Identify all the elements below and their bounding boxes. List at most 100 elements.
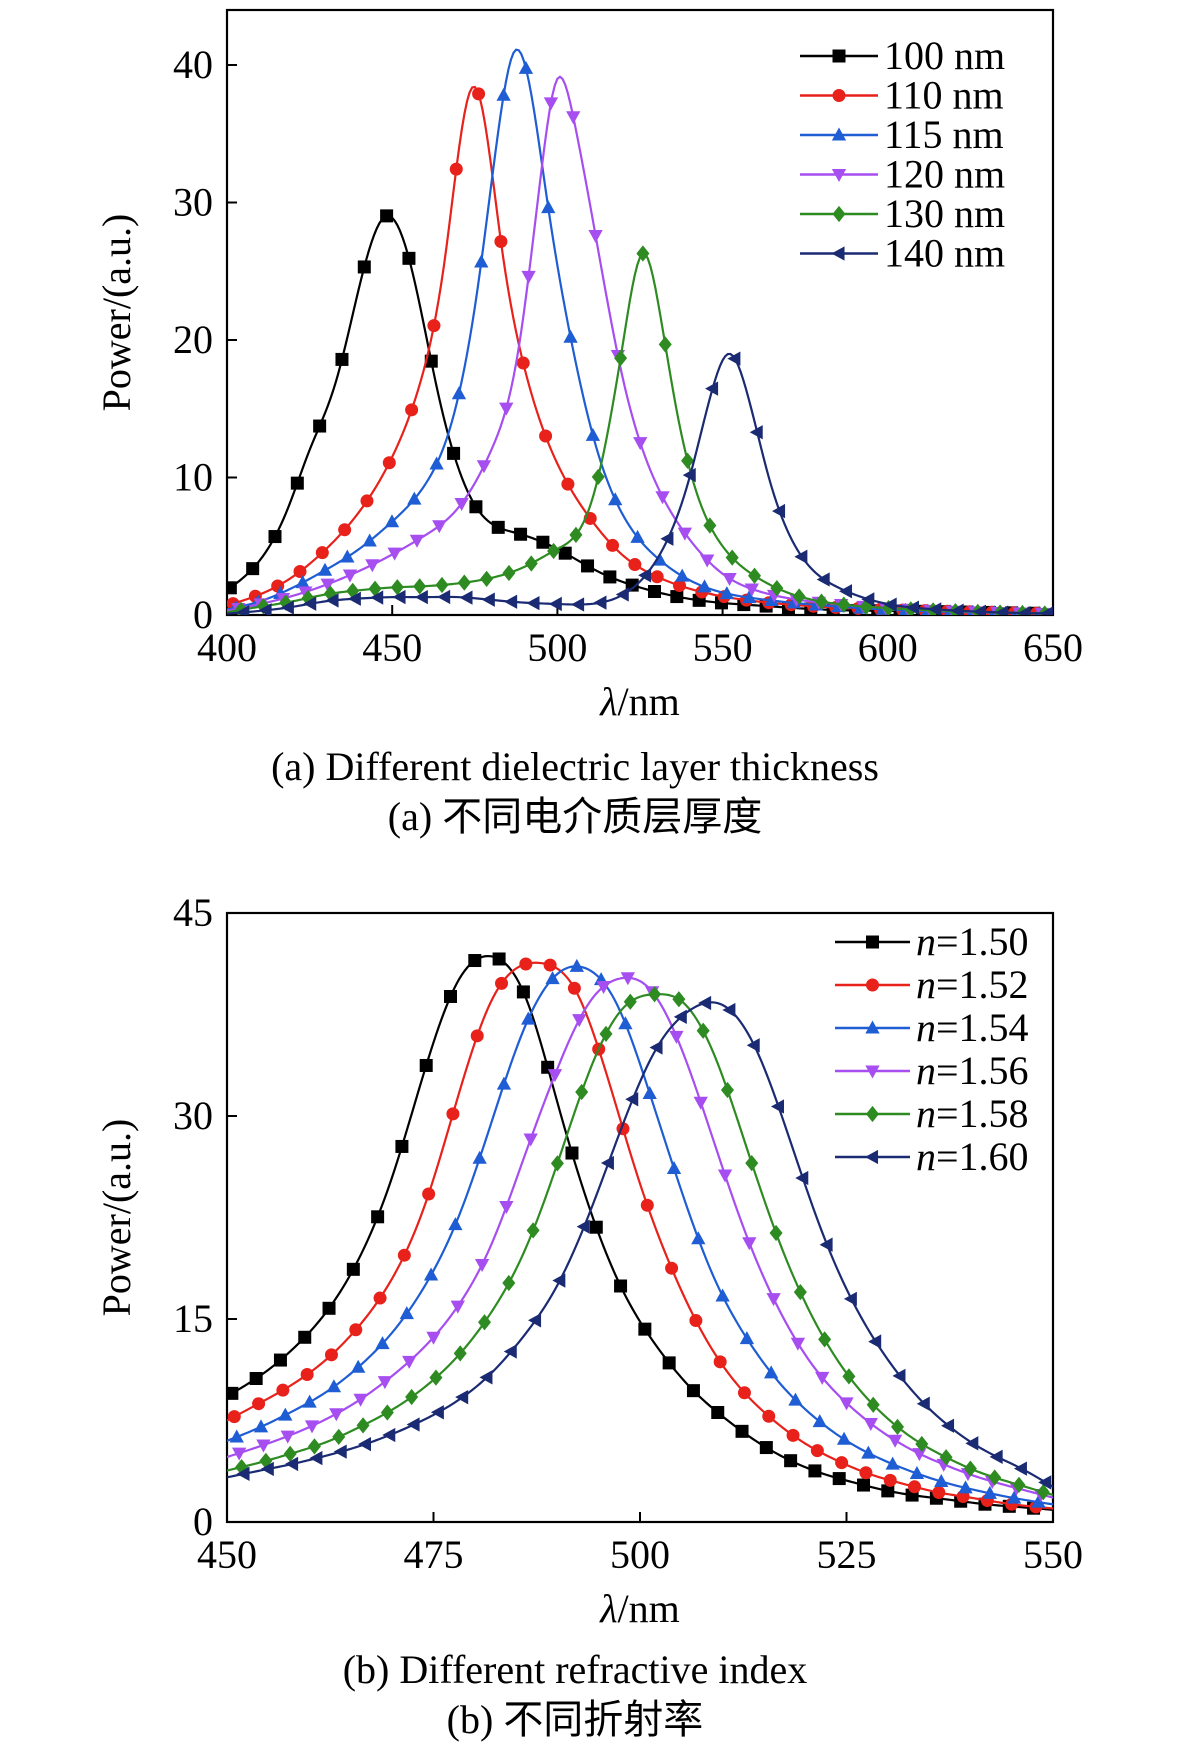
series-point [715, 1288, 730, 1302]
series-point [295, 575, 310, 589]
series-point [660, 531, 674, 546]
series-point [353, 1393, 368, 1407]
series-point [766, 1293, 781, 1307]
series-point [457, 574, 471, 591]
series-point [1039, 606, 1053, 615]
series-point [696, 1022, 710, 1039]
series-point [814, 593, 828, 610]
series-point [246, 562, 260, 576]
series-point [892, 1368, 906, 1384]
series-point [673, 1009, 687, 1024]
legend-label-symbol: n [916, 919, 936, 964]
series-point [759, 1441, 773, 1455]
series-point [615, 587, 629, 602]
y-axis-label: Power/(a.u.) [94, 1119, 139, 1317]
series-point [670, 590, 684, 604]
series-point [837, 596, 851, 613]
series-point [770, 579, 784, 597]
legend-label: 130 nm [884, 191, 1005, 236]
series-point [928, 602, 942, 615]
legend: n=1.50n=1.52n=1.54n=1.56n=1.58n=1.60 [835, 919, 1029, 1179]
series-point [932, 1486, 946, 1500]
legend-swatch-marker [832, 49, 846, 63]
series-point [591, 468, 605, 486]
legend-entry: 110 nm [800, 73, 1004, 118]
series-point [771, 1099, 785, 1114]
series-point [650, 570, 664, 584]
series-point [346, 1262, 360, 1276]
series-point [693, 1096, 708, 1110]
series-point [474, 1259, 490, 1273]
legend-swatch-marker [832, 89, 846, 102]
series-point [567, 981, 581, 995]
series-point [347, 591, 361, 606]
legend-swatch-marker [831, 168, 847, 182]
series-point [588, 229, 603, 243]
series-point [298, 1330, 312, 1344]
series-point [302, 1394, 317, 1408]
series-point [390, 579, 404, 596]
series-point [764, 1365, 779, 1379]
series-point [972, 604, 986, 615]
series-point [548, 596, 562, 612]
series-point [253, 1419, 269, 1433]
series-point [446, 1107, 460, 1121]
series-point [810, 1444, 824, 1458]
series-point [1038, 1475, 1052, 1490]
series-point [686, 1384, 700, 1398]
legend-label-value: 110 nm [884, 73, 1004, 118]
series-point [502, 564, 516, 582]
series-point [786, 1428, 800, 1442]
series-point [625, 1092, 639, 1107]
series-point [1017, 605, 1031, 615]
series-point [941, 1418, 955, 1433]
legend-label-symbol: n [916, 1134, 936, 1179]
series-point [320, 578, 335, 592]
series-point [682, 467, 696, 483]
series-point [1031, 1494, 1046, 1508]
caption-chinese: (a) 不同电介质层厚度 [388, 794, 762, 839]
series-point [648, 986, 662, 1003]
series-point [603, 570, 617, 584]
series-point [429, 1369, 443, 1386]
series-point [499, 1200, 514, 1214]
series-point [278, 1407, 293, 1421]
series-point [300, 1368, 314, 1382]
y-tick-label: 0 [193, 1499, 213, 1544]
legend-label-value: =1.52 [936, 962, 1029, 1007]
series-point [494, 234, 508, 248]
legend-label-value: =1.60 [936, 1134, 1029, 1179]
series-point [453, 1345, 467, 1362]
series-point [423, 1267, 439, 1281]
series-point [982, 1485, 997, 1499]
legend-swatch-marker [866, 935, 879, 949]
series-point [395, 1139, 409, 1153]
series-point [819, 1237, 833, 1252]
legend-entry: n=1.58 [835, 1091, 1029, 1136]
legend-label: n=1.58 [916, 1091, 1029, 1136]
series-point [762, 1409, 776, 1423]
series-point [429, 456, 444, 470]
series-point [285, 1456, 299, 1472]
series-point [280, 1430, 295, 1444]
legend-swatch-marker [865, 1149, 879, 1165]
legend-entry: 120 nm [800, 152, 1005, 197]
series-point [608, 492, 623, 506]
series-point [596, 981, 611, 995]
series-point [861, 592, 875, 607]
series-point [665, 1261, 679, 1275]
caption-english: (b) Different refractive index [343, 1647, 808, 1692]
series-point [521, 1011, 536, 1025]
legend-swatch-marker [865, 1065, 880, 1079]
series-point [472, 1150, 487, 1164]
series-point [866, 1396, 880, 1413]
series-point [526, 595, 540, 611]
series-point [351, 1359, 366, 1373]
series-point [329, 1408, 344, 1422]
series-point [839, 1397, 854, 1411]
series-point [324, 1348, 338, 1362]
legend-label-value: 100 nm [884, 33, 1005, 78]
series-point [315, 546, 329, 560]
series-point [283, 1445, 297, 1462]
